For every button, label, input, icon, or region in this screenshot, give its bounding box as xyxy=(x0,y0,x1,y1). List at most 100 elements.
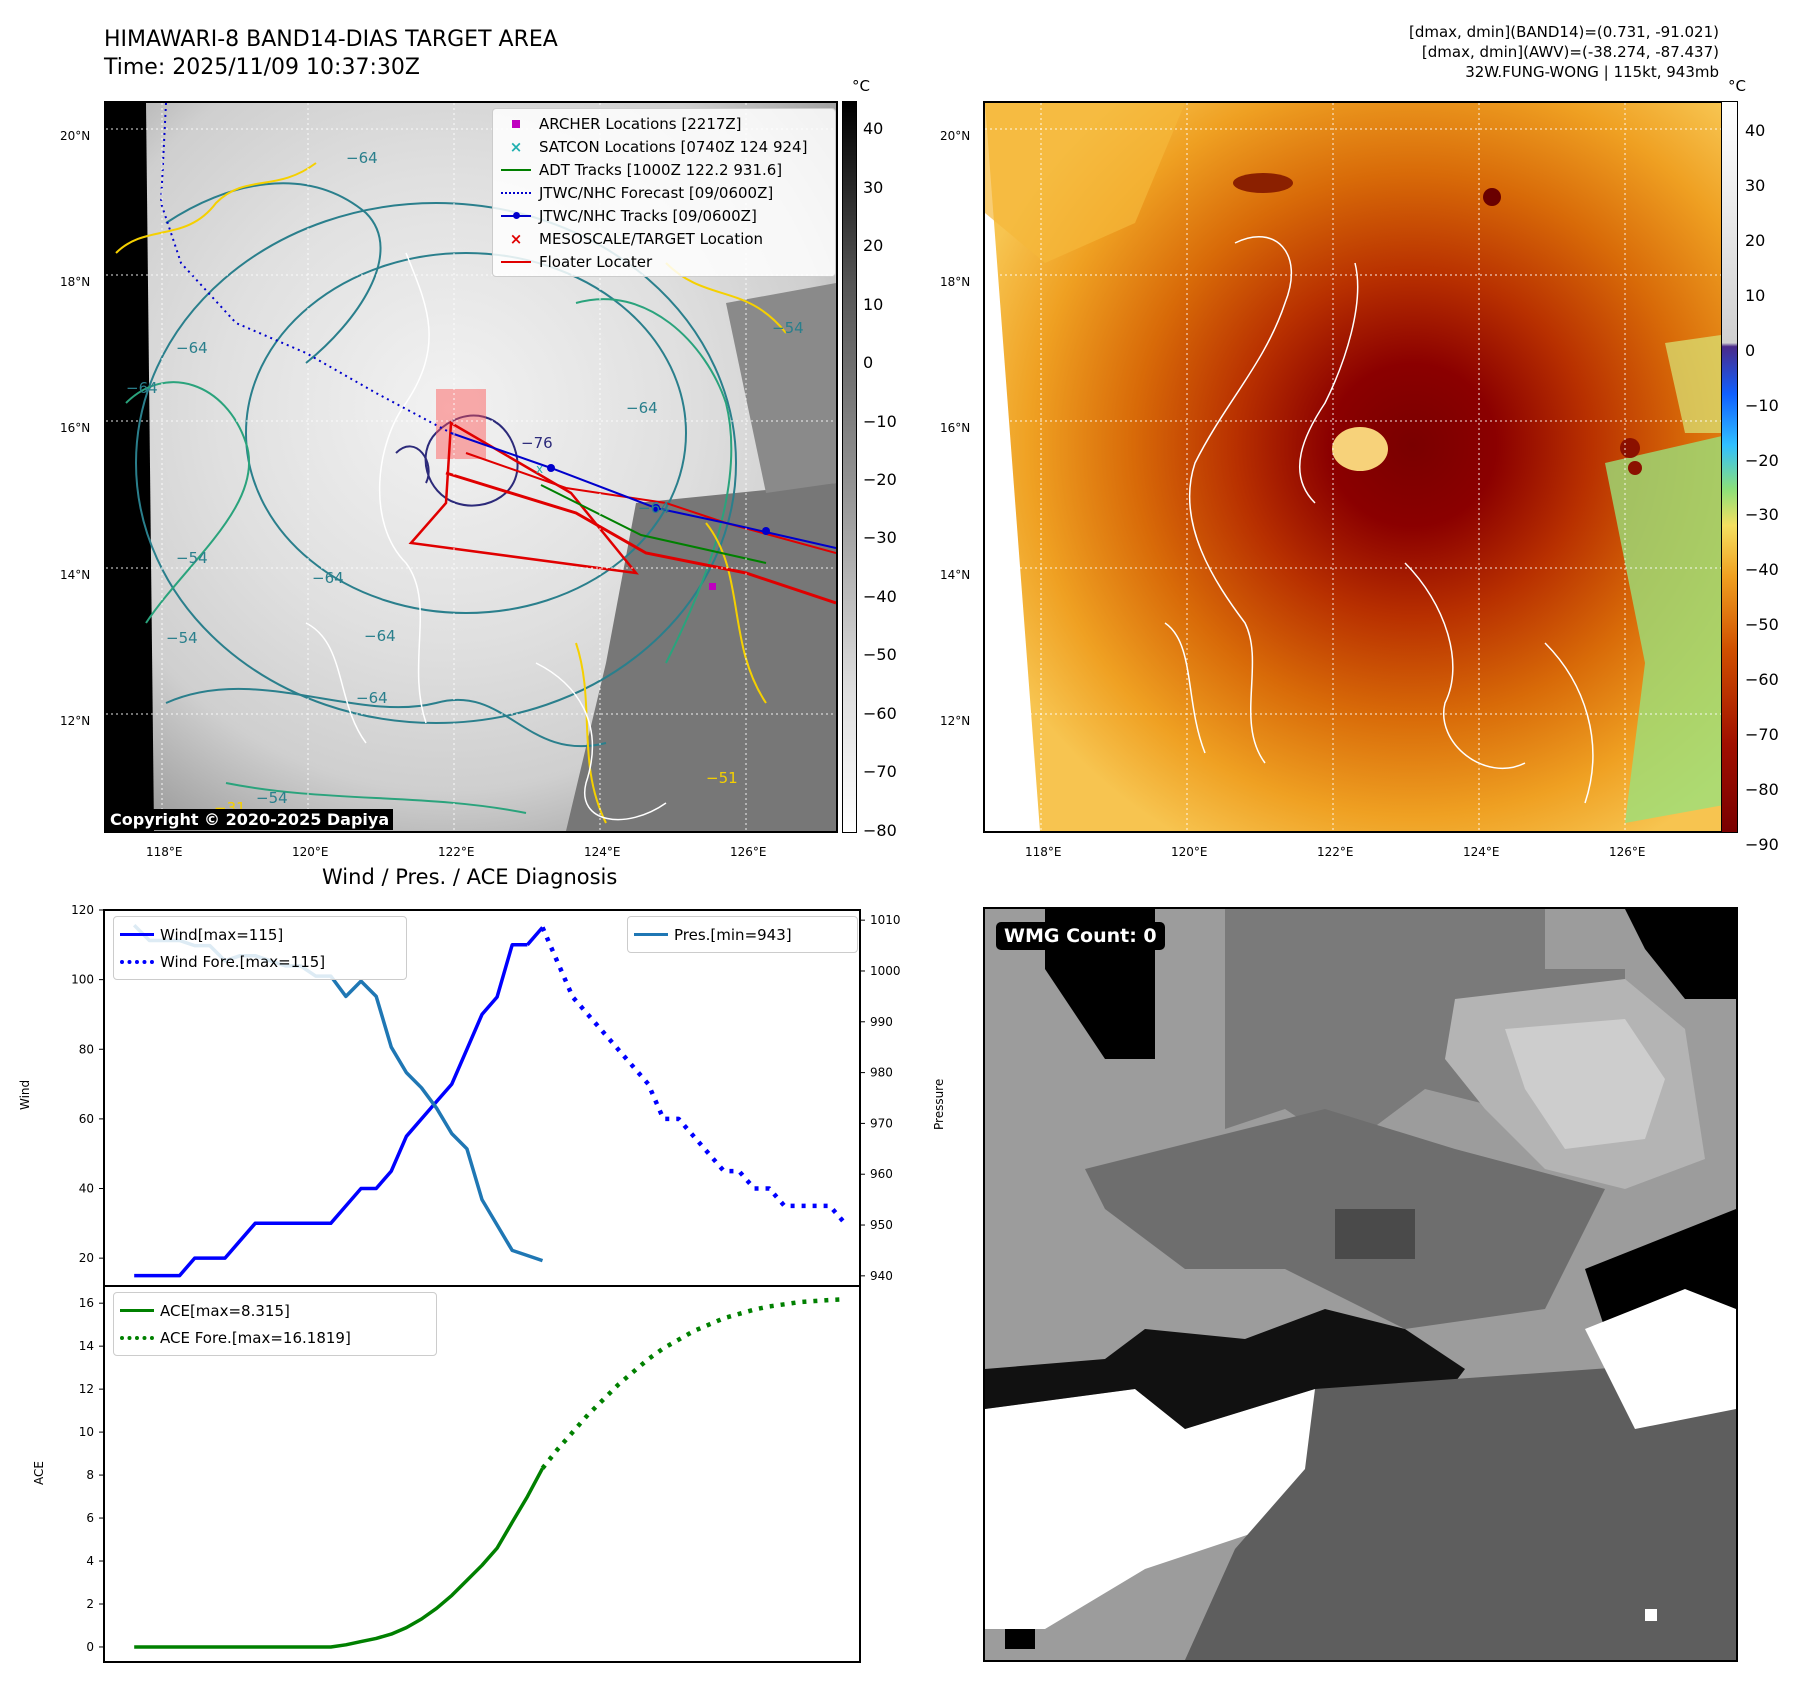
lat-tick: 14°N xyxy=(940,568,971,582)
dotted-line-icon xyxy=(499,191,533,194)
colorbar-tick-label: −50 xyxy=(863,645,897,665)
colorbar-tick-label: −10 xyxy=(1745,395,1779,415)
jtwc-track-dot xyxy=(762,527,770,535)
colorbar-tick-label: 0 xyxy=(1745,340,1756,360)
wmg-count-badge: WMG Count: 0 xyxy=(996,922,1165,950)
legend-item-ace-forecast: ACE Fore.[max=16.1819] xyxy=(120,1324,430,1351)
series-line xyxy=(526,926,544,946)
y-tick-label: 40 xyxy=(79,1182,94,1196)
diagnosis-title: Wind / Pres. / ACE Diagnosis xyxy=(322,865,618,889)
wmg-image xyxy=(985,909,1736,1660)
colorbar-tick-label: −30 xyxy=(1745,505,1779,525)
legend-item-adt: ADT Tracks [1000Z 122.2 931.6] xyxy=(499,158,835,181)
lat-tick: 18°N xyxy=(60,275,91,289)
y2-tick-label: 970 xyxy=(870,1116,893,1130)
color-ir-map-image xyxy=(985,103,1735,831)
lat-tick: 14°N xyxy=(60,568,91,582)
dotted-line-icon xyxy=(120,1335,154,1340)
contour-label: −64 xyxy=(638,499,670,517)
legend-label: ADT Tracks [1000Z 122.2 931.6] xyxy=(539,160,783,179)
legend-label: SATCON Locations [0740Z 124 924] xyxy=(539,137,808,156)
legend-item-floater: Floater Locater xyxy=(499,250,835,273)
colorbar-tick-label: 20 xyxy=(863,236,884,256)
legend-label: JTWC/NHC Forecast [09/0600Z] xyxy=(539,183,774,202)
map-legend: ARCHER Locations [2217Z] × SATCON Locati… xyxy=(492,108,836,277)
copyright-label: Copyright © 2020-2025 Dapiya xyxy=(106,809,394,830)
colorbar-right xyxy=(1721,101,1738,833)
colorbar-tick-label: 10 xyxy=(1745,286,1766,305)
lon-tick: 124°E xyxy=(1463,845,1500,859)
figure-title: HIMAWARI-8 BAND14-DIAS TARGET AREA Time:… xyxy=(104,26,558,82)
colorbar-right-unit: °C xyxy=(1728,77,1746,95)
legend-item-jtwc-tracks: JTWC/NHC Tracks [09/0600Z] xyxy=(499,204,835,227)
title-line-2: Time: 2025/11/09 10:37:30Z xyxy=(104,55,420,80)
colorbar-tick-label: 20 xyxy=(1745,231,1766,251)
diagnosis-chart: 2040608010012094095096097098099010001010… xyxy=(71,903,901,1663)
y-tick-label: 80 xyxy=(79,1042,94,1056)
ir-map-panel: x −64 −64 −64 −54 −64 −64 −64 −54 −64 −6… xyxy=(104,101,838,833)
lat-tick: 16°N xyxy=(940,421,971,435)
colorbar-tick-label: −60 xyxy=(863,703,897,723)
ace-legend: ACE[max=8.315] ACE Fore.[max=16.1819] xyxy=(113,1292,437,1356)
contour-label: −51 xyxy=(706,769,738,787)
y-tick-label: 20 xyxy=(79,1251,94,1265)
line-icon xyxy=(499,168,533,171)
y-tick-label: 100 xyxy=(71,973,94,987)
colorbar-tick-label: 40 xyxy=(1745,121,1766,141)
info-line-1: [dmax, dmin](BAND14)=(0.731, -91.021) xyxy=(1408,23,1719,41)
ace-axis-label: ACE xyxy=(32,1461,46,1485)
colorbar-tick-label: −30 xyxy=(863,528,897,548)
dotted-line-icon xyxy=(120,959,154,964)
lon-tick: 120°E xyxy=(292,845,329,859)
y2-tick-label: 1010 xyxy=(870,913,901,927)
contour-label: −64 xyxy=(356,689,388,707)
y-tick-label: 12 xyxy=(79,1382,94,1396)
series-line xyxy=(134,1467,545,1649)
y-tick-label: 14 xyxy=(79,1339,94,1353)
colorbar-left-unit: °C xyxy=(852,77,870,95)
contour-label: −64 xyxy=(312,569,344,587)
y-tick-label: 120 xyxy=(71,903,94,917)
colorbar-tick-label: −60 xyxy=(1745,670,1779,689)
legend-item-wind-forecast: Wind Fore.[max=115] xyxy=(120,948,400,975)
wind-axis-label: Wind xyxy=(18,1079,32,1110)
satcon-location-marker: x xyxy=(536,462,543,476)
ace-axes xyxy=(103,1285,861,1663)
info-line-2: [dmax, dmin](AWV)=(-38.274, -87.437) xyxy=(1421,43,1719,61)
y2-tick-label: 1000 xyxy=(870,964,901,978)
legend-label: Pres.[min=943] xyxy=(674,925,792,944)
colorbar-tick-label: −20 xyxy=(1745,450,1779,470)
legend-label: Wind Fore.[max=115] xyxy=(160,952,326,971)
series-line xyxy=(540,1297,846,1470)
jtwc-track-dot xyxy=(547,464,555,472)
colorbar-tick-label: 40 xyxy=(863,119,884,139)
contour-label: −54 xyxy=(166,629,198,647)
series-line xyxy=(540,926,847,1225)
colorbar-tick-label: −40 xyxy=(863,586,897,606)
legend-item-archer: ARCHER Locations [2217Z] xyxy=(499,112,835,135)
y-tick-label: 6 xyxy=(86,1511,94,1525)
ir-map-image: x −64 −64 −64 −54 −64 −64 −64 −54 −64 −6… xyxy=(106,103,836,831)
lat-tick: 16°N xyxy=(60,421,91,435)
y2-tick-label: 960 xyxy=(870,1167,893,1181)
title-line-1: HIMAWARI-8 BAND14-DIAS TARGET AREA xyxy=(104,27,558,52)
contour-label: −54 xyxy=(256,789,288,807)
lon-tick: 126°E xyxy=(730,845,767,859)
legend-item-jtwc-forecast: JTWC/NHC Forecast [09/0600Z] xyxy=(499,181,835,204)
contour-label: −64 xyxy=(126,379,158,397)
contour-label: −64 xyxy=(346,149,378,167)
y2-tick-label: 980 xyxy=(870,1066,893,1080)
series-line xyxy=(134,943,528,1278)
line-icon xyxy=(499,260,533,263)
lon-tick: 118°E xyxy=(1025,845,1062,859)
x-icon: × xyxy=(509,137,523,156)
colorbar-tick-label: 30 xyxy=(863,177,884,197)
legend-item-mesoscale: × MESOSCALE/TARGET Location xyxy=(499,227,835,250)
pressure-legend: Pres.[min=943] xyxy=(627,916,858,953)
legend-item-pressure: Pres.[min=943] xyxy=(634,921,851,948)
y-tick-label: 60 xyxy=(79,1112,94,1126)
lon-tick: 126°E xyxy=(1609,845,1646,859)
colorbar-tick-label: −80 xyxy=(1745,779,1779,799)
storm-info: [dmax, dmin](BAND14)=(0.731, -91.021) [d… xyxy=(1409,22,1719,82)
contour-label: −64 xyxy=(364,627,396,645)
